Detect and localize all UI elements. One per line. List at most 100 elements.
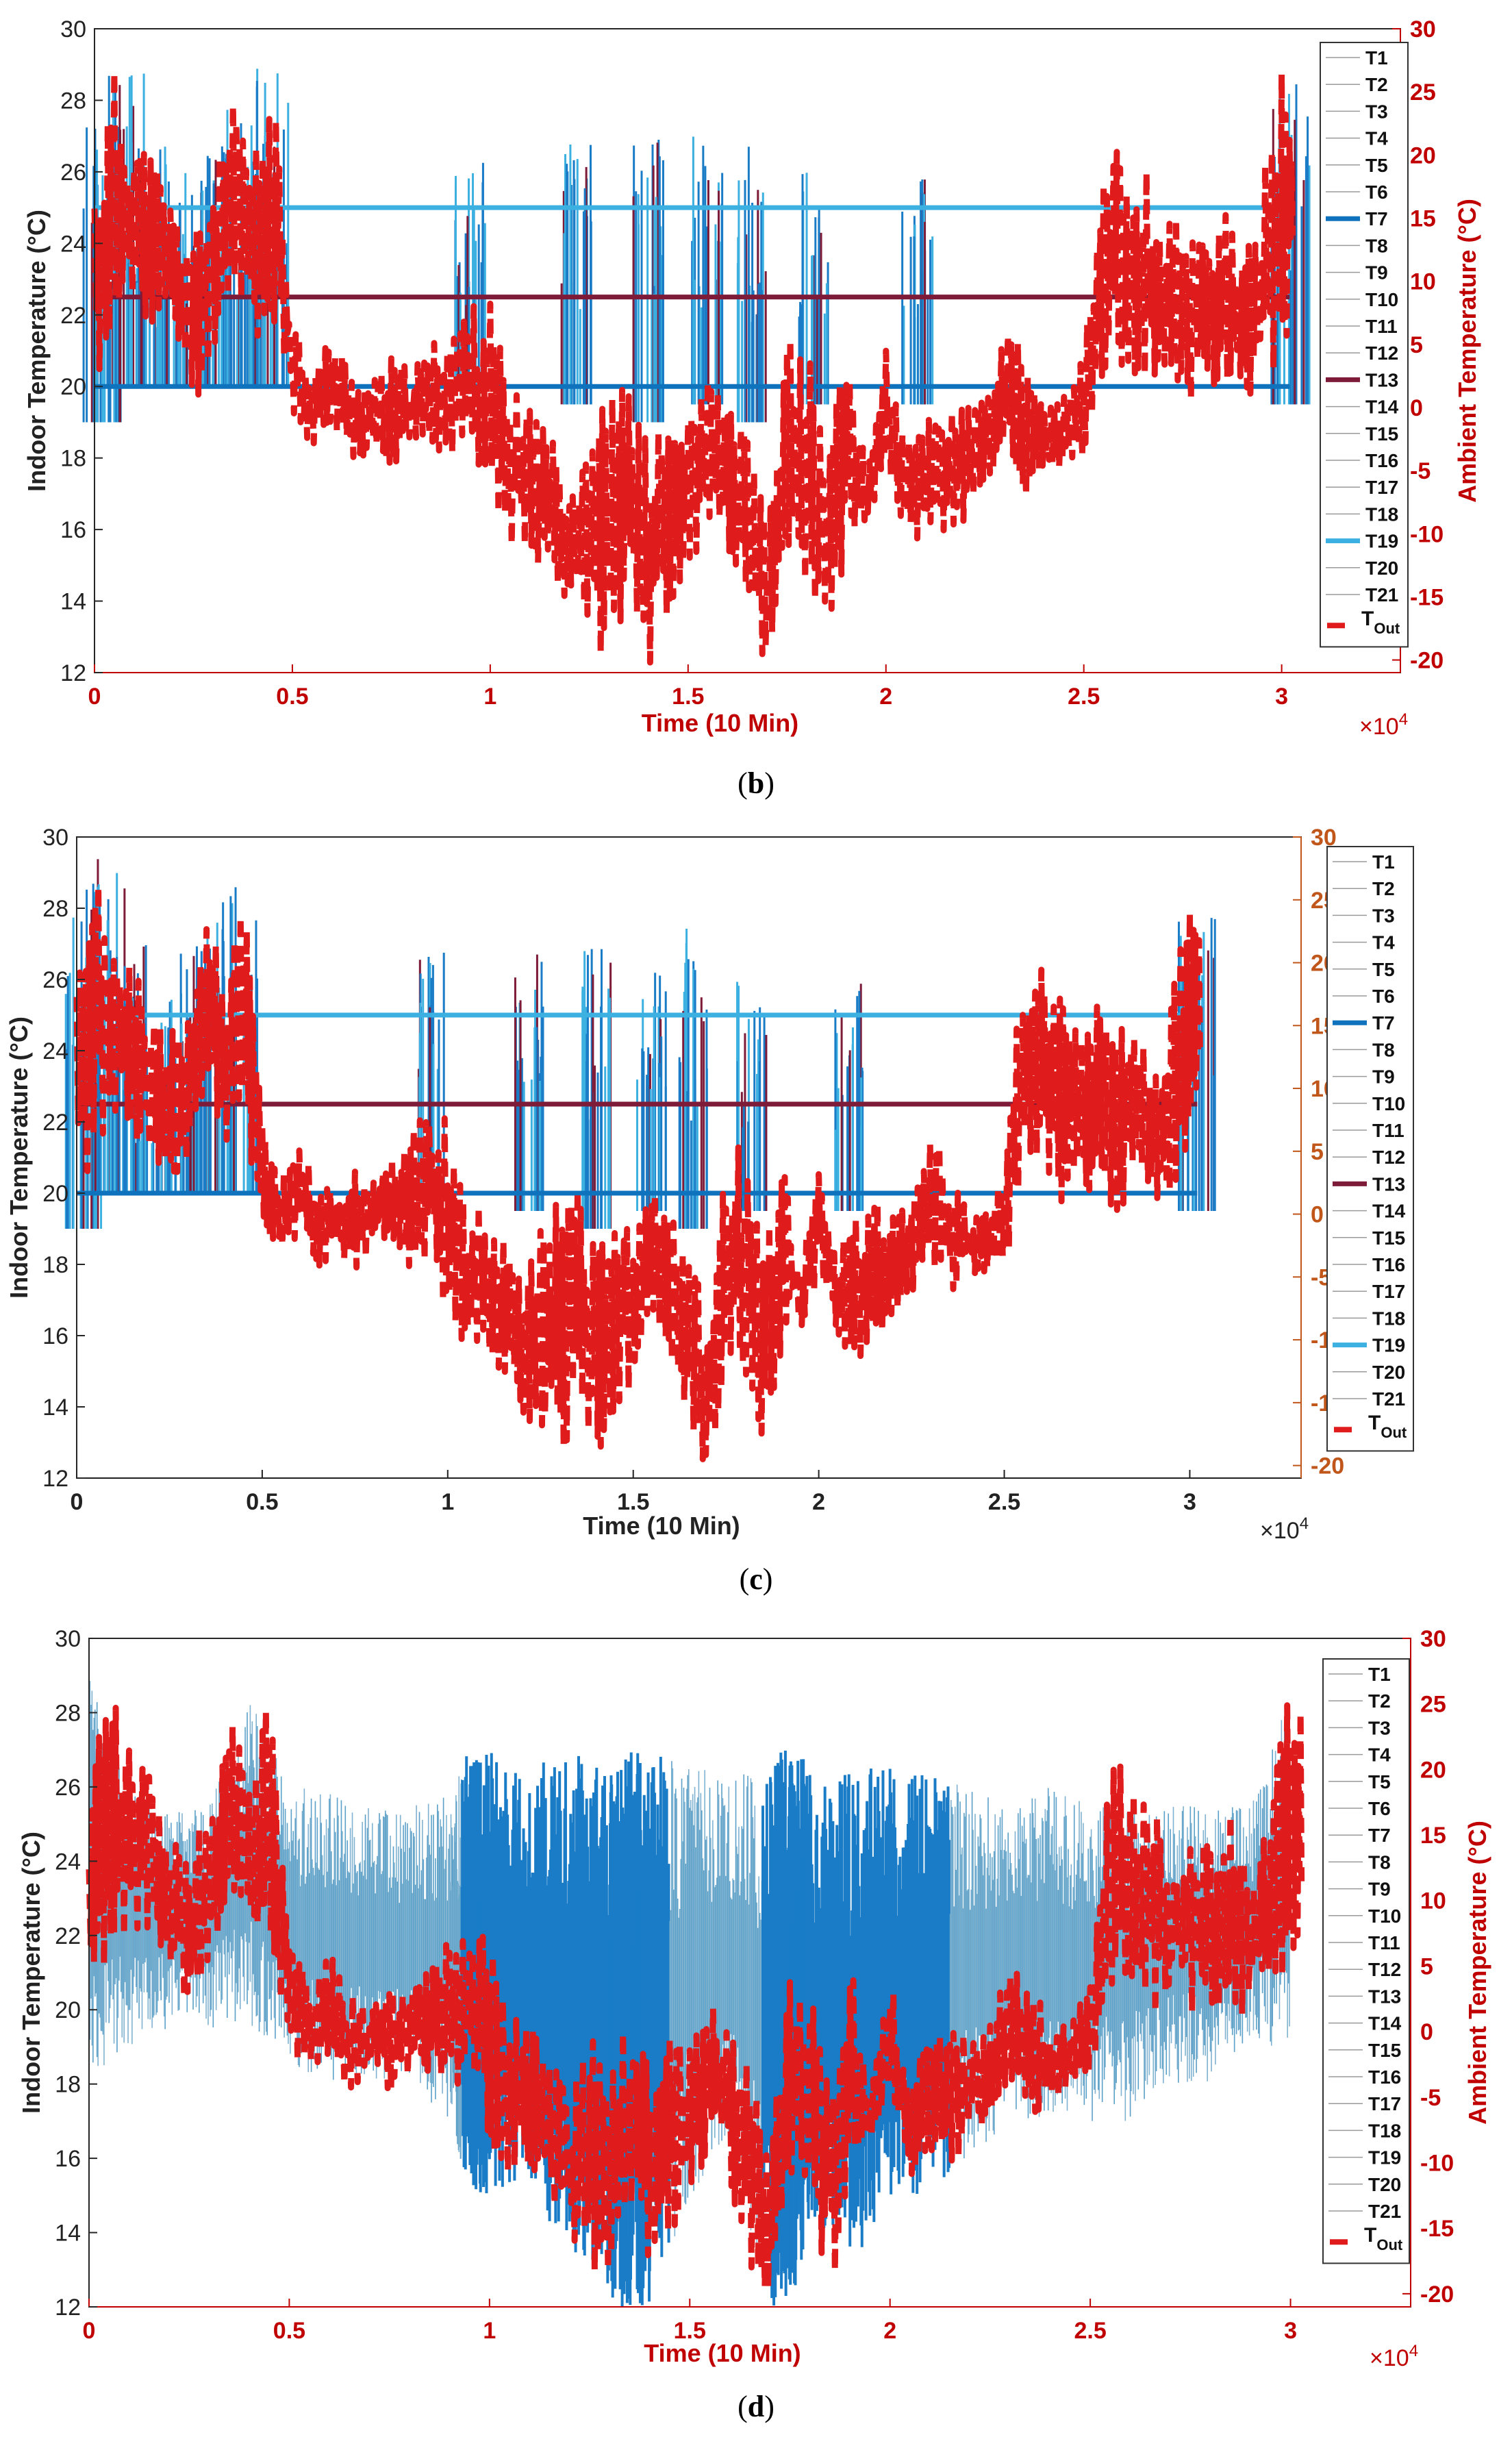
chart-panel-c: 00.511.522.5312141618202224262830-20-15-… [0,808,1512,1610]
legend-label-t21: T21 [1372,1388,1405,1410]
y-tick-label: 30 [55,1626,81,1652]
y-tick-label: 24 [60,231,86,257]
x-multiplier: ×104 [1370,2342,1418,2371]
legend: T1 T2 T3 T4 T5 T6 T7 T8 T9 T10 T11 T12 T13 T14 T15 T16 T… [1322,1658,1410,2264]
legend-label-t14: T14 [1372,1201,1406,1222]
legend-label-tout-sub: Out [1374,620,1400,637]
x-tick-label: 2 [879,684,892,710]
legend-label-tout-sub: Out [1376,2236,1403,2253]
y2-tick-label: 5 [1311,1139,1324,1165]
chart-c: 00.511.522.5312141618202224262830-20-15-… [5,825,1414,1544]
x-multiplier-exp: 4 [1300,1514,1309,1533]
x-tick-label: 1 [441,1489,454,1515]
chart-panel-d: 0 0.5 1 1.5 2 2.5 3 12 14 16 18 20 22 24 26 28 30 -20 -15 -… [0,1610,1512,2437]
x-multiplier: ×104 [1260,1514,1309,1544]
caption-c: (c) [739,1562,773,1596]
y-axis-label: Indoor Temperature (°C) [17,1832,45,2114]
legend-label-t4: T4 [1365,128,1388,149]
legend-box [1322,1658,1410,2264]
x-tick-label: 1 [483,684,496,710]
y-tick-label: 14 [55,2221,81,2247]
legend-label-t2: T2 [1365,74,1388,95]
y2-tick-label: 20 [1410,142,1436,168]
y-tick-label: 18 [60,446,86,472]
legend-label-t3: T3 [1365,101,1388,122]
x-axis-label: Time (10 Min) [583,1512,740,1540]
y-tick-label: 14 [60,589,86,615]
y-axis-label: Indoor Temperature (°C) [23,210,51,492]
x-tick-label: 0 [83,2318,96,2344]
legend-label-t18: T18 [1372,1308,1405,1329]
y-tick-label: 22 [60,303,86,329]
y-tick-label: 16 [55,2146,81,2172]
legend-label-t12: T12 [1372,1147,1405,1168]
y-tick-label: 20 [55,1997,81,2023]
x-tick-label: 1 [483,2318,496,2344]
legend-label-t17: T17 [1368,2093,1401,2114]
y2-tick-label: -20 [1410,648,1444,674]
legend-label-t16: T16 [1368,2066,1401,2088]
legend-label-t2: T2 [1368,1690,1391,1712]
y2-tick-label: 30 [1420,1626,1446,1652]
legend-label-t16: T16 [1365,450,1398,471]
x-tick-label: 1.5 [617,1489,649,1515]
y2-tick-label: 30 [1410,16,1436,42]
legend-label-t11: T11 [1372,1120,1404,1141]
y2-tick-label: -5 [1410,458,1431,484]
x-tick-label: 0.5 [273,2318,305,2344]
y-tick-label: 28 [55,1700,81,1726]
legend-label-t5: T5 [1372,959,1395,980]
y-tick-label: 12 [42,1466,68,1492]
y2-tick-label: -15 [1410,584,1444,610]
y-tick-label: 16 [42,1323,68,1349]
y-tick-label: 26 [60,160,86,186]
y-axis-label: Indoor Temperature (°C) [5,1016,33,1299]
legend-label-t11: T11 [1368,1932,1400,1953]
legend-label-t10: T10 [1368,1905,1401,1927]
y-tick-label: 18 [42,1252,68,1278]
legend-label-t18: T18 [1368,2120,1401,2141]
y-tick-label: 26 [42,967,68,993]
y2-tick-label: 10 [1410,269,1436,295]
x-tick-label: 2 [812,1489,825,1515]
y2-tick-label: -5 [1420,2085,1441,2111]
x-axis-label: Time (10 Min) [642,709,798,737]
legend-label-t4: T4 [1372,932,1395,953]
legend-label-t15: T15 [1365,423,1398,445]
legend-label-t1: T1 [1368,1664,1391,1685]
legend: T1 T2 T3 T4 T5 T6 T7 T8 T9 T10 T11 T12 T13 T14 T15 T16 T… [1320,42,1409,648]
y2-tick-label: 25 [1410,79,1436,105]
x-tick-label: 0.5 [276,684,308,710]
chart-d: 0 0.5 1 1.5 2 2.5 3 12 14 16 18 20 22 24 26 28 30 -20 -15 -… [17,1626,1491,2371]
legend-label-t12: T12 [1368,1959,1401,1980]
legend-label-t11: T11 [1365,316,1398,337]
y-tick-label: 18 [55,2072,81,2098]
y2-tick-label: 0 [1311,1202,1324,1228]
legend-label-t20: T20 [1365,558,1398,579]
legend-label-t7: T7 [1372,1012,1395,1034]
x-axis-label: Time (10 Min) [644,2339,801,2367]
y-tick-label: 30 [60,16,86,42]
chart-b: 0 0.5 1 1.5 2 2.5 3 12 14 16 18 20 22 24 26 28 30 -20 -15 -… [23,16,1481,740]
y2-axis-label: Ambient Temperature (°C) [1453,199,1481,503]
y-tick-label: 24 [42,1038,68,1064]
y-tick-label: 20 [42,1181,68,1207]
legend-label-t19: T19 [1368,2147,1401,2169]
legend-label-t18: T18 [1365,503,1398,525]
tout-series-group [86,1702,1305,2290]
legend-label-t13: T13 [1372,1173,1405,1195]
y-tick-label: 22 [55,1923,81,1949]
x-tick-label: 3 [1284,2318,1297,2344]
y-tick-label: 12 [60,660,86,686]
legend-label-t6: T6 [1365,182,1388,203]
y2-tick-label: 0 [1420,2019,1433,2045]
legend-label-tout-sub: Out [1381,1424,1407,1441]
legend-label-t19: T19 [1372,1335,1405,1356]
legend-label-t8: T8 [1365,235,1388,256]
y-tick-label: 20 [60,374,86,400]
legend-label-t2: T2 [1372,878,1395,899]
y-tick-label: 22 [42,1110,68,1136]
y2-tick-label: 25 [1420,1692,1446,1718]
caption-d: (d) [738,2390,774,2423]
x-tick-label: 1.5 [674,2318,706,2344]
